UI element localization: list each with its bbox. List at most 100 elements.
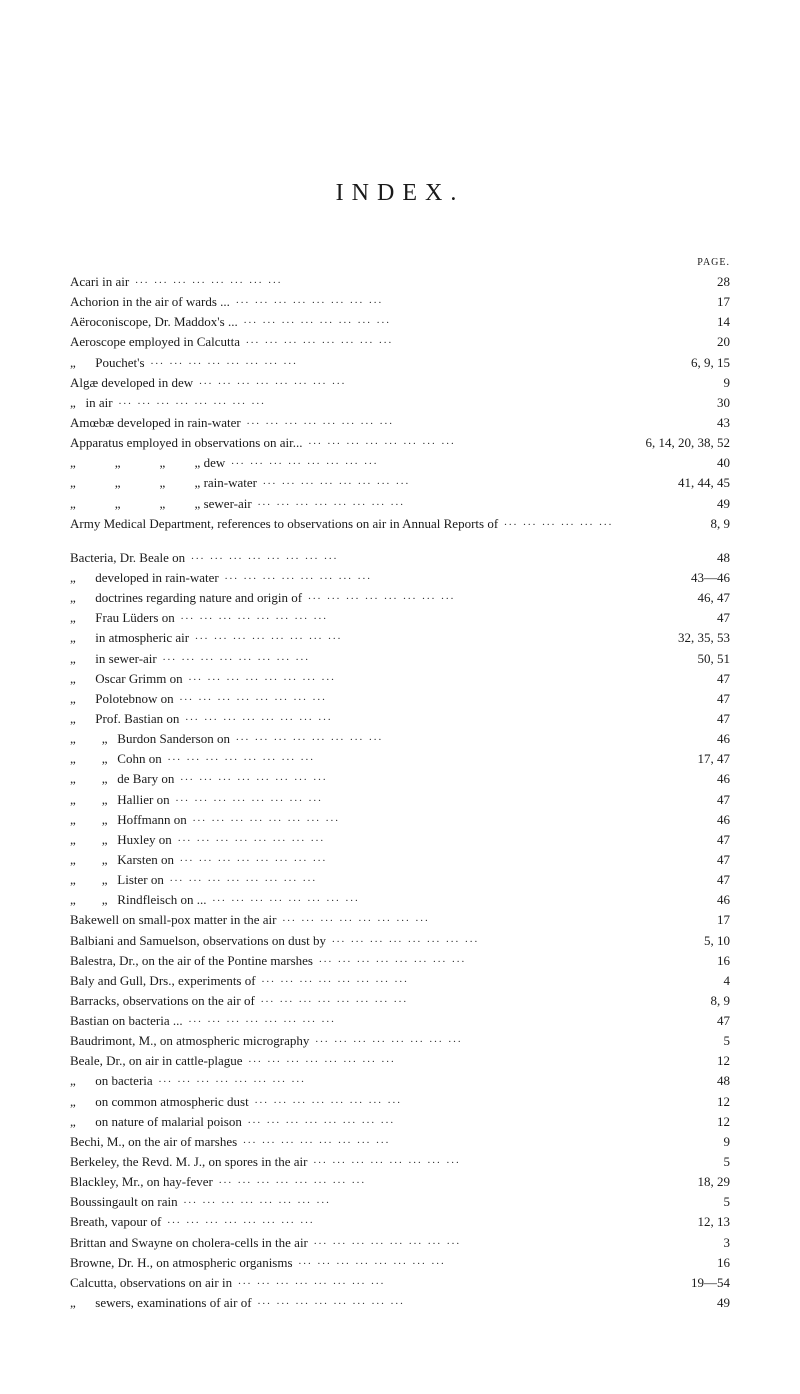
entry-text: Aeroscope employed in Calcutta <box>70 332 240 352</box>
dot-leader <box>244 312 614 326</box>
dot-leader <box>176 790 614 804</box>
page-number: 18, 29 <box>620 1172 730 1192</box>
entry-text: „ Polotebnow on <box>70 689 174 709</box>
page-number: 46, 47 <box>620 588 730 608</box>
index-entry: „ sewers, examinations of air of49 <box>70 1293 730 1313</box>
index-entry: „ Frau Lüders on47 <box>70 608 730 628</box>
index-entry: „ on common atmospheric dust12 <box>70 1092 730 1112</box>
entry-text: „ „ „ „ rain-water <box>70 473 257 493</box>
dot-leader <box>185 709 614 723</box>
entry-text: Bacteria, Dr. Beale on <box>70 548 185 568</box>
page-number: 30 <box>620 393 730 413</box>
dot-leader <box>314 1233 614 1247</box>
page-number: 48 <box>620 548 730 568</box>
index-entry: „ Prof. Bastian on47 <box>70 709 730 729</box>
index-entry: Baudrimont, M., on atmospheric micrograp… <box>70 1031 730 1051</box>
page-number: 47 <box>620 669 730 689</box>
index-body: Acari in air28Achorion in the air of war… <box>70 272 730 1313</box>
entry-text: „ „ „ „ dew <box>70 453 225 473</box>
entry-text: Bechi, M., on the air of marshes <box>70 1132 237 1152</box>
page-number: 47 <box>620 870 730 890</box>
dot-leader <box>181 608 614 622</box>
index-entry: Balestra, Dr., on the air of the Pontine… <box>70 951 730 971</box>
index-entry: Acari in air28 <box>70 272 730 292</box>
page-number: 47 <box>620 608 730 628</box>
dot-leader <box>249 1051 614 1065</box>
page-number: 43—46 <box>620 568 730 588</box>
page-number: 12 <box>620 1112 730 1132</box>
dot-leader <box>159 1071 614 1085</box>
page-number: 17 <box>620 910 730 930</box>
page-number: 9 <box>620 373 730 393</box>
dot-leader <box>332 931 614 945</box>
index-entry: „ in atmospheric air32, 35, 53 <box>70 628 730 648</box>
entry-text: Blackley, Mr., on hay-fever <box>70 1172 213 1192</box>
index-entry: Aëroconiscope, Dr. Maddox's ...14 <box>70 312 730 332</box>
dot-leader <box>212 890 614 904</box>
entry-text: „ on bacteria <box>70 1071 153 1091</box>
index-entry: „ in air30 <box>70 393 730 413</box>
index-entry: Algæ developed in dew 9 <box>70 373 730 393</box>
index-entry: Blackley, Mr., on hay-fever 18, 29 <box>70 1172 730 1192</box>
index-entry: Breath, vapour of12, 13 <box>70 1212 730 1232</box>
page-number: 3 <box>620 1233 730 1253</box>
entry-text: Army Medical Department, references to o… <box>70 514 498 534</box>
dot-leader <box>189 669 614 683</box>
page-number: 46 <box>620 890 730 910</box>
index-entry: Achorion in the air of wards ...17 <box>70 292 730 312</box>
entry-text: Brittan and Swayne on cholera-cells in t… <box>70 1233 308 1253</box>
index-entry: Bastian on bacteria ...47 <box>70 1011 730 1031</box>
index-entry: „ on bacteria 48 <box>70 1071 730 1091</box>
entry-text: Bakewell on small-pox matter in the air <box>70 910 277 930</box>
entry-text: „ doctrines regarding nature and origin … <box>70 588 302 608</box>
page-number: 14 <box>620 312 730 332</box>
entry-text: „ Pouchet's <box>70 353 145 373</box>
index-entry: „ „ Karsten on 47 <box>70 850 730 870</box>
page-number: 5, 10 <box>620 931 730 951</box>
dot-leader <box>504 514 614 528</box>
page-number: 49 <box>620 494 730 514</box>
entry-text: Algæ developed in dew <box>70 373 193 393</box>
dot-leader <box>308 588 614 602</box>
entry-text: „ „ Rindfleisch on ... <box>70 890 206 910</box>
dot-leader <box>243 1132 614 1146</box>
page-number: 47 <box>620 1011 730 1031</box>
entry-text: „ in sewer-air <box>70 649 157 669</box>
dot-leader <box>199 373 614 387</box>
dot-leader <box>258 494 614 508</box>
page-number: 4 <box>620 971 730 991</box>
dot-leader <box>248 1112 614 1126</box>
dot-leader <box>180 850 614 864</box>
dot-leader <box>180 769 614 783</box>
dot-leader <box>263 473 614 487</box>
entry-text: „ „ Karsten on <box>70 850 174 870</box>
entry-text: Berkeley, the Revd. M. J., on spores in … <box>70 1152 307 1172</box>
page-number: 47 <box>620 850 730 870</box>
dot-leader <box>195 628 614 642</box>
index-entry: „ „ de Bary on46 <box>70 769 730 789</box>
index-entry: „ Polotebnow on47 <box>70 689 730 709</box>
index-entry: Baly and Gull, Drs., experiments of4 <box>70 971 730 991</box>
dot-leader <box>283 910 615 924</box>
page-number: 43 <box>620 413 730 433</box>
entry-text: Calcutta, observations on air in <box>70 1273 232 1293</box>
index-entry: „ „ „ „ dew 40 <box>70 453 730 473</box>
index-entry: „ „ Rindfleisch on ... 46 <box>70 890 730 910</box>
page-number: 47 <box>620 709 730 729</box>
entry-text: „ „ Huxley on <box>70 830 172 850</box>
entry-text: „ developed in rain-water <box>70 568 219 588</box>
dot-leader <box>255 1092 614 1106</box>
index-entry: „ on nature of malarial poison12 <box>70 1112 730 1132</box>
index-entry: Bacteria, Dr. Beale on 48 <box>70 548 730 568</box>
entry-text: „ „ Hoffmann on <box>70 810 187 830</box>
entry-text: Barracks, observations on the air of <box>70 991 255 1011</box>
index-entry: „ „ Cohn on17, 47 <box>70 749 730 769</box>
page-number: 9 <box>620 1132 730 1152</box>
entry-text: „ „ Cohn on <box>70 749 162 769</box>
page-number: 48 <box>620 1071 730 1091</box>
entry-text: Achorion in the air of wards ... <box>70 292 230 312</box>
page-number: 40 <box>620 453 730 473</box>
dot-leader <box>225 568 614 582</box>
dot-leader <box>119 393 614 407</box>
entry-text: „ on common atmospheric dust <box>70 1092 249 1112</box>
